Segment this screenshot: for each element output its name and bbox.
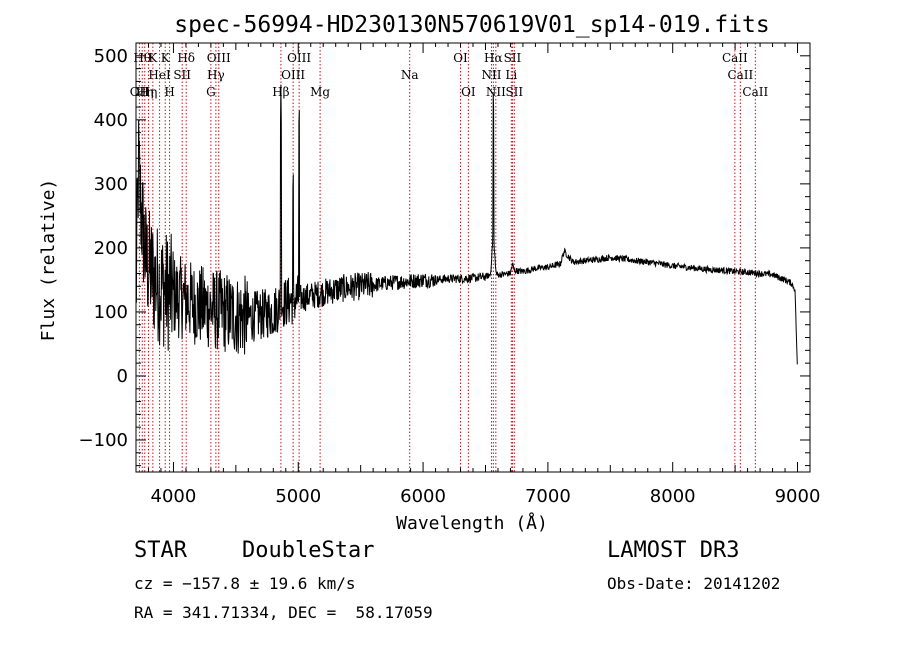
x-tick-label: 9000 bbox=[775, 486, 821, 507]
y-tick-label: 0 bbox=[117, 366, 128, 387]
x-axis-label: Wavelength (Å) bbox=[396, 512, 548, 534]
x-tick-label: 5000 bbox=[275, 486, 321, 507]
line-markers bbox=[138, 43, 756, 472]
line-marker-label: SII bbox=[173, 68, 191, 82]
y-tick-label: 100 bbox=[94, 302, 128, 323]
survey-name: LAMOST DR3 bbox=[607, 538, 740, 563]
line-marker-label: K bbox=[161, 51, 171, 65]
line-marker-label: Hη bbox=[140, 85, 158, 99]
line-marker-label: OIII bbox=[287, 51, 311, 65]
spectrum-line bbox=[135, 84, 798, 365]
line-marker-label: Hδ bbox=[177, 51, 195, 65]
line-marker-label: SII bbox=[505, 85, 523, 99]
line-marker-label: Mg bbox=[310, 85, 330, 99]
y-tick-label: 300 bbox=[94, 174, 128, 195]
line-marker-label: Hη bbox=[136, 85, 154, 99]
line-marker-label: NII bbox=[481, 68, 501, 82]
line-marker-label: SII bbox=[504, 51, 522, 65]
line-marker-label: K bbox=[148, 51, 158, 65]
line-marker-label: G bbox=[206, 85, 216, 99]
line-marker-label: Hγ bbox=[207, 68, 225, 82]
line-marker-label: CaII bbox=[722, 51, 748, 65]
line-marker-label: NII bbox=[486, 85, 506, 99]
x-tick-label: 7000 bbox=[525, 486, 571, 507]
line-marker-label: Hβ bbox=[272, 85, 289, 99]
coordinates: RA = 341.71334, DEC = 58.17059 bbox=[134, 603, 433, 622]
y-tick-label: 200 bbox=[94, 238, 128, 259]
line-marker-label: OIII bbox=[207, 51, 231, 65]
line-marker-label: OI bbox=[453, 51, 468, 65]
y-tick-label: 500 bbox=[94, 46, 128, 67]
y-tick-label: 400 bbox=[94, 110, 128, 131]
object-class: STAR bbox=[134, 538, 187, 563]
line-marker-label: OII bbox=[130, 85, 150, 99]
line-marker-label: Li bbox=[505, 68, 517, 82]
line-marker-label: OIII bbox=[281, 68, 305, 82]
plot-frame bbox=[135, 42, 811, 473]
x-tick-label: 8000 bbox=[650, 486, 696, 507]
y-axis-label: Flux (relative) bbox=[38, 179, 59, 342]
spectrum-series bbox=[135, 84, 798, 365]
line-marker-label: Hα bbox=[484, 51, 503, 65]
x-axis-ticks: 4000 5000 6000 7000 8000 9000 bbox=[135, 43, 821, 507]
y-axis-ticks: −100 0 100 200 300 400 500 bbox=[79, 42, 810, 467]
line-marker-label: H bbox=[164, 85, 174, 99]
line-marker-label: Na bbox=[401, 68, 419, 82]
line-marker-label: CaII bbox=[727, 68, 753, 82]
chart-title: spec-56994-HD230130N570619V01_sp14-019.f… bbox=[174, 12, 769, 38]
object-subclass: DoubleStar bbox=[242, 538, 375, 563]
line-marker-label: HeI bbox=[148, 68, 171, 82]
line-marker-label: CaII bbox=[742, 85, 768, 99]
line-marker-label: Hθ bbox=[133, 51, 151, 65]
redshift-cz: cz = −157.8 ± 19.6 km/s bbox=[134, 574, 356, 593]
x-tick-label: 4000 bbox=[151, 486, 197, 507]
y-tick-label: −100 bbox=[79, 430, 128, 451]
obs-date: Obs-Date: 20141202 bbox=[607, 574, 781, 593]
x-tick-label: 6000 bbox=[400, 486, 446, 507]
line-marker-label: OI bbox=[461, 85, 476, 99]
